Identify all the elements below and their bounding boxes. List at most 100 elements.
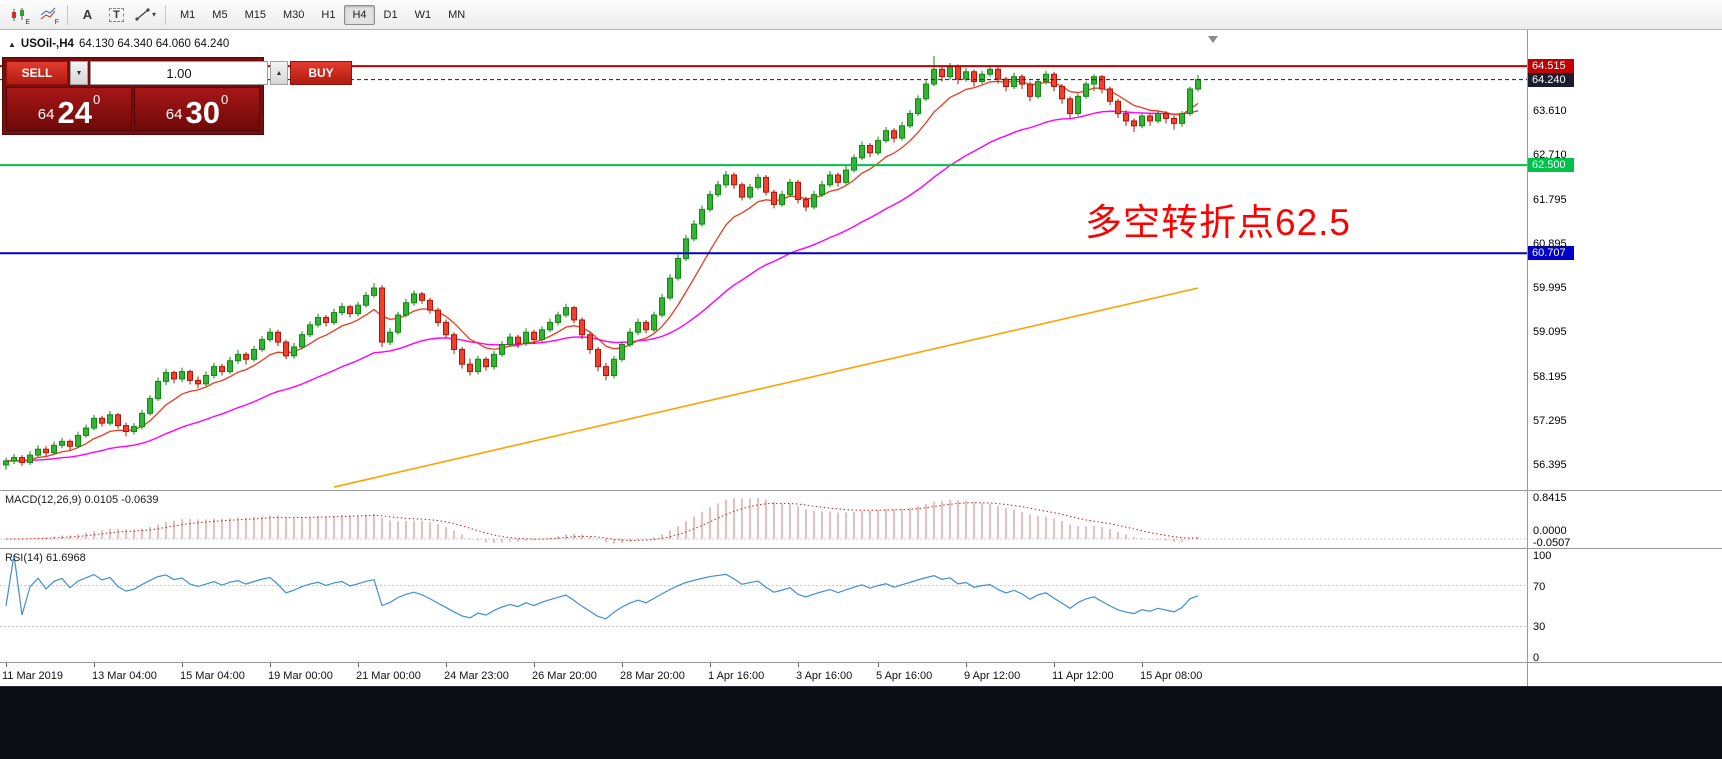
bottom-dark-bar <box>0 686 1722 759</box>
rsi-axis: 100 70 30 0 <box>1527 549 1721 664</box>
time-label: 19 Mar 00:00 <box>268 670 333 682</box>
indicator-lines-glyph <box>40 7 55 19</box>
price-tick-label: 63.610 <box>1533 104 1567 117</box>
timeframe-m15[interactable]: M15 <box>237 5 274 25</box>
price-badge-pivot-blue: 60.707 <box>1528 246 1574 261</box>
price-tick-label: 59.995 <box>1533 282 1567 295</box>
time-tick <box>798 663 799 667</box>
timeframe-m5[interactable]: M5 <box>204 5 235 25</box>
sell-price-sup: 0 <box>92 92 101 107</box>
buy-price-sup: 0 <box>220 92 229 107</box>
time-label: 24 Mar 23:00 <box>444 670 509 682</box>
macd-panel: MACD(12,26,9) 0.0105 -0.0639 0.8415 0.000… <box>0 490 1722 549</box>
price-axis[interactable]: 64.515 64.240 62.500 60.707 63.610 62.710 61.7… <box>1527 30 1721 490</box>
price-badge-pivot-green: 62.500 <box>1528 158 1574 173</box>
trade-panel-prices: 64 24 0 64 30 0 <box>6 87 260 131</box>
text-tool-label: T <box>109 7 124 22</box>
rsi-scale-label: 70 <box>1533 580 1546 593</box>
price-tick-label: 59.095 <box>1533 326 1567 339</box>
one-click-trade-panel: SELL ▼ ▲ BUY 64 24 0 64 30 0 <box>2 57 352 135</box>
price-badge-current: 64.240 <box>1528 72 1574 87</box>
time-axis-corner <box>1527 663 1721 686</box>
price-badge-resistance: 64.515 <box>1528 59 1574 74</box>
macd-signal-line <box>5 502 1199 541</box>
buy-price-big: 30 <box>185 94 220 130</box>
time-tick <box>710 663 711 667</box>
volume-increase-button[interactable]: ▲ <box>270 61 288 85</box>
macd-axis: 0.8415 0.0000 -0.0507 <box>1527 491 1721 549</box>
time-label: 1 Apr 16:00 <box>708 670 765 682</box>
rsi-line <box>5 554 1199 620</box>
macd-scale-label: -0.0507 <box>1533 537 1571 549</box>
sell-price-display[interactable]: 64 24 0 <box>6 87 132 131</box>
time-label: 13 Mar 04:00 <box>92 670 157 682</box>
time-axis[interactable]: 11 Mar 2019 13 Mar 04:00 15 Mar 04:00 19 Ma… <box>0 662 1722 686</box>
macd-canvas[interactable] <box>0 491 1527 549</box>
buy-button[interactable]: BUY <box>290 61 352 85</box>
timeframe-group: M1 M5 M15 M30 H1 H4 D1 W1 MN <box>172 4 473 25</box>
time-label: 21 Mar 00:00 <box>356 670 421 682</box>
icon-sub-label: E <box>25 18 30 26</box>
time-tick <box>1054 663 1055 667</box>
time-tick <box>446 663 447 667</box>
price-tick-label: 61.795 <box>1533 193 1567 206</box>
rsi-scale-label: 100 <box>1533 550 1552 562</box>
time-tick <box>94 663 95 667</box>
trade-panel-controls: SELL ▼ ▲ BUY <box>6 61 352 85</box>
buy-price-head: 64 <box>165 106 183 123</box>
time-tick <box>1142 663 1143 667</box>
chart-panel: ▲ USOil-,H4 64.130 64.340 64.060 64.240 … <box>0 30 1722 490</box>
timeframe-m30[interactable]: M30 <box>275 5 312 25</box>
ma-mid-line <box>5 110 1199 462</box>
price-tick-label: 57.295 <box>1533 414 1567 427</box>
timeframe-d1[interactable]: D1 <box>376 5 406 25</box>
time-tick <box>6 663 7 667</box>
price-tick-label: 60.895 <box>1533 238 1567 251</box>
rsi-canvas[interactable] <box>0 549 1527 663</box>
time-label: 15 Mar 04:00 <box>180 670 245 682</box>
time-tick <box>270 663 271 667</box>
price-tick-label: 58.195 <box>1533 370 1567 383</box>
drawing-tools-icon[interactable]: ▾ <box>132 3 159 27</box>
toolbar-separator <box>67 4 68 25</box>
sell-price-big: 24 <box>57 94 92 130</box>
buy-price-display[interactable]: 64 30 0 <box>134 87 260 131</box>
toolbar: E F A T ▾ M1 M5 M15 M30 H1 H4 D1 W1 MN <box>0 0 1722 30</box>
volume-input[interactable] <box>90 61 268 85</box>
time-label: 11 Apr 12:00 <box>1052 670 1114 682</box>
symbol-name: USOil-,H4 <box>20 38 74 50</box>
price-tick-label: 62.710 <box>1533 148 1567 161</box>
volume-decrease-button[interactable]: ▼ <box>70 61 88 85</box>
one-click-panel-toggle[interactable]: ▲ <box>8 39 16 49</box>
ma-slow-line <box>333 287 1199 488</box>
macd-label: MACD(12,26,9) 0.0105 -0.0639 <box>5 494 159 506</box>
rsi-panel: RSI(14) 61.6968 100 70 30 0 <box>0 548 1722 664</box>
timeframe-w1[interactable]: W1 <box>407 5 440 25</box>
chart-type-icon[interactable]: E <box>5 3 32 27</box>
timeframe-m1[interactable]: M1 <box>172 5 203 25</box>
time-label: 15 Apr 08:00 <box>1140 670 1203 682</box>
cursor-tool-label: A <box>82 7 93 22</box>
timeframe-h4[interactable]: H4 <box>344 4 375 25</box>
time-label: 3 Apr 16:00 <box>796 670 853 682</box>
macd-scale-label: 0.0000 <box>1533 525 1567 537</box>
timeframe-mn[interactable]: MN <box>440 5 473 25</box>
chevron-down-icon: ▾ <box>151 10 156 19</box>
time-label: 11 Mar 2019 <box>2 670 63 682</box>
candlestick-glyph <box>11 7 24 21</box>
time-tick <box>878 663 879 667</box>
rsi-scale-label: 30 <box>1533 621 1546 634</box>
timeframe-h1[interactable]: H1 <box>313 5 343 25</box>
rsi-scale-label: 0 <box>1533 652 1540 664</box>
sell-button[interactable]: SELL <box>6 61 68 85</box>
macd-histogram <box>29 498 1199 544</box>
chart-shift-marker[interactable] <box>1208 36 1218 43</box>
chart-canvas[interactable] <box>0 30 1527 490</box>
icon-sub-label: F <box>54 18 59 26</box>
time-label: 9 Apr 12:00 <box>964 670 1021 682</box>
candlestick-series <box>3 56 1201 470</box>
time-label: 5 Apr 16:00 <box>876 670 933 682</box>
text-tool-icon[interactable]: T <box>103 3 130 27</box>
cursor-tool-icon[interactable]: A <box>74 3 101 27</box>
indicators-icon[interactable]: F <box>34 3 61 27</box>
